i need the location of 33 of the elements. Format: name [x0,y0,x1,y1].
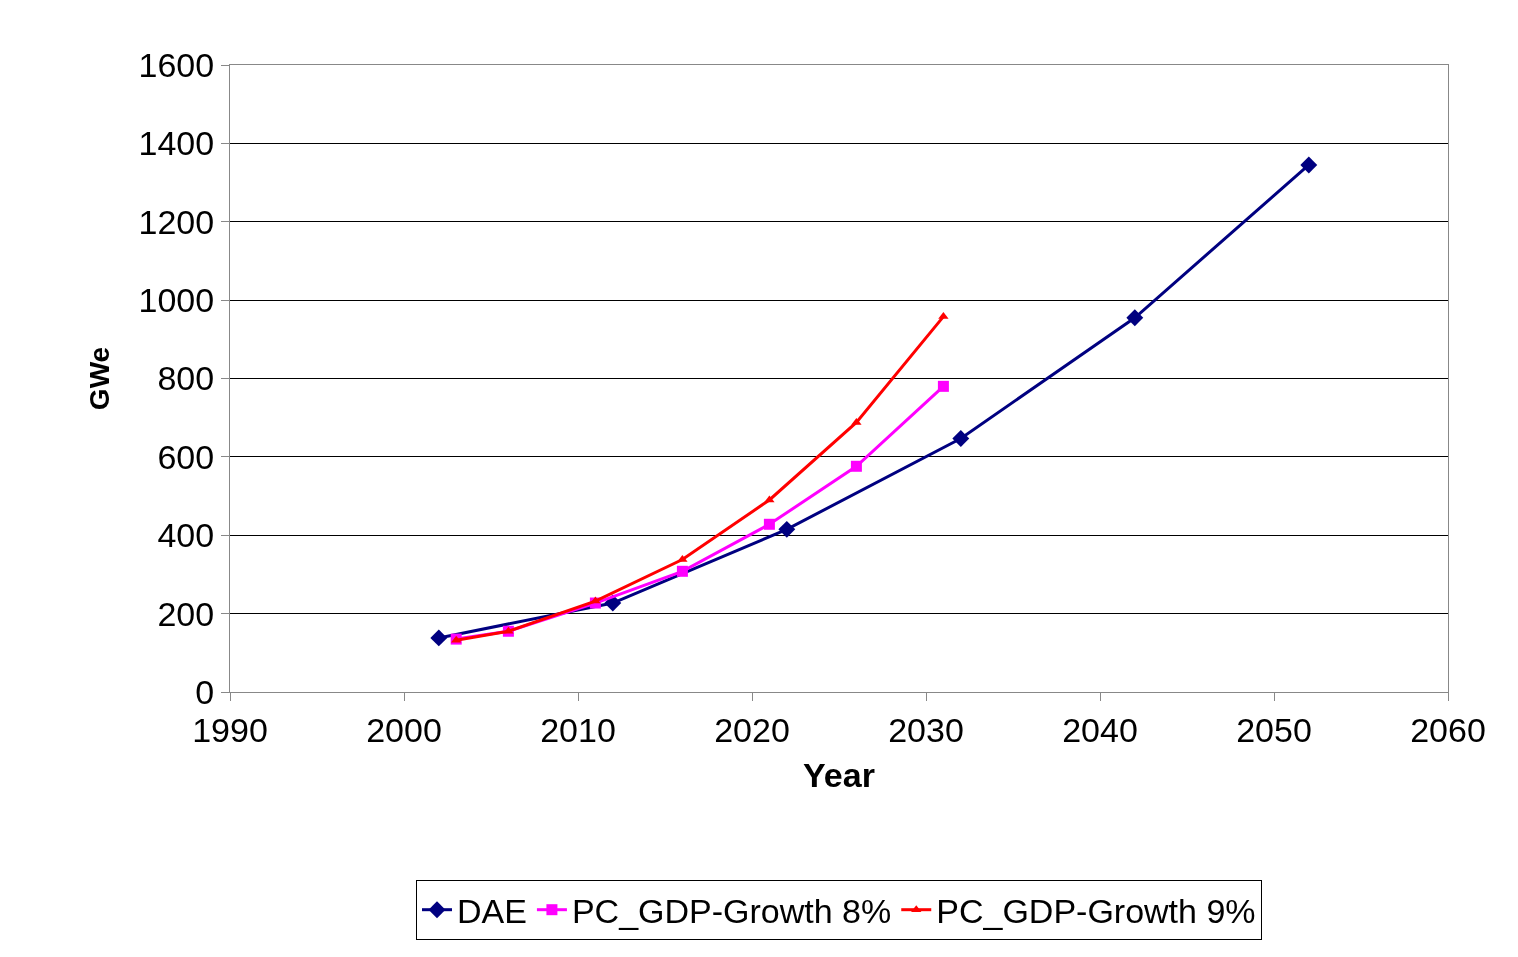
point [1126,309,1144,327]
x-tick-label: 2000 [366,710,442,749]
y-tick-label: 200 [157,594,215,633]
point [604,594,622,612]
point [851,417,862,425]
point [952,430,970,447]
x-tick-label: 2030 [888,710,964,749]
y-tick-label: 400 [157,516,215,555]
legend-label: PC_GDP-Growth 9% [936,891,1256,930]
y-tick-label: 1000 [138,281,215,320]
x-axis-title: Year [803,756,875,795]
point [676,565,688,577]
y-axis-title: GWe [84,346,116,411]
y-tick-label: 1600 [138,45,215,84]
x-tick-label: 2060 [1410,710,1486,749]
y-tick-label: 600 [157,437,215,476]
x-tick-label: 2040 [1062,710,1138,749]
point [937,380,949,392]
y-tick-label: 0 [195,672,215,711]
x-tick-label: 2020 [714,710,790,749]
y-tick-label: 1200 [138,202,215,241]
y-tick-label: 1400 [138,124,215,163]
x-tick-label: 2050 [1236,710,1312,749]
point [763,518,775,530]
point [850,460,862,472]
point [1300,156,1318,174]
legend-label: PC_GDP-Growth 8% [571,891,892,930]
point [430,629,448,647]
legend-label: DAE [457,891,527,930]
point [778,520,796,538]
x-tick-label: 2010 [540,710,616,749]
x-tick-label: 1990 [192,710,268,749]
y-tick-label: 800 [157,359,215,398]
